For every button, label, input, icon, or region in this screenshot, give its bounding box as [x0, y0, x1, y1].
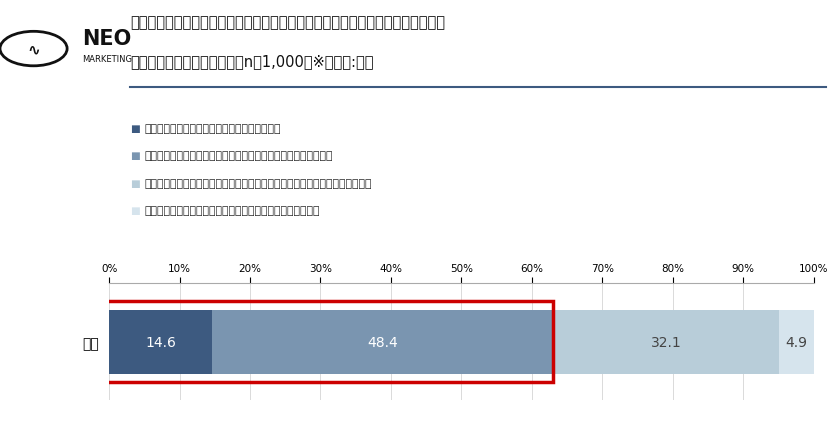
Text: ■: ■: [130, 124, 140, 134]
Bar: [553, 310, 779, 374]
Bar: [212, 310, 553, 374]
Text: 32.1: 32.1: [651, 335, 681, 349]
Text: ∿: ∿: [27, 42, 40, 57]
Text: MARKETING: MARKETING: [82, 55, 133, 64]
Text: 48.4: 48.4: [367, 335, 398, 349]
Text: 「安全度はあまり感じないが安価な食品」を選ぶことが多い: 「安全度はあまり感じないが安価な食品」を選ぶことが多い: [144, 205, 320, 215]
Text: どちらを選ぶことが多いか（n＝1,000）※回答者:全員: どちらを選ぶことが多いか（n＝1,000）※回答者:全員: [130, 54, 373, 69]
Text: ■: ■: [130, 205, 140, 215]
Text: 「安全度が高く高価な食品」と「安全度はあまり感じないが安価な食品」では、: 「安全度が高く高価な食品」と「安全度はあまり感じないが安価な食品」では、: [130, 15, 445, 30]
Text: 「安全度が高く高価な食品」を選ぶことが多い: 「安全度が高く高価な食品」を選ぶことが多い: [144, 124, 281, 134]
Bar: [779, 310, 814, 374]
Text: 14.6: 14.6: [145, 335, 176, 349]
Text: NEO: NEO: [82, 29, 132, 49]
Bar: [109, 310, 212, 374]
Text: ■: ■: [130, 178, 140, 188]
Text: ■: ■: [130, 151, 140, 161]
Text: どちらかと言えば「安全度が高く高価な食品」を選ぶことが多い: どちらかと言えば「安全度が高く高価な食品」を選ぶことが多い: [144, 151, 333, 161]
Text: 4.9: 4.9: [785, 335, 808, 349]
Text: どちらかと言えば「安全度はあまり感じないが安価な食品」を選ぶことが多い: どちらかと言えば「安全度はあまり感じないが安価な食品」を選ぶことが多い: [144, 178, 372, 188]
